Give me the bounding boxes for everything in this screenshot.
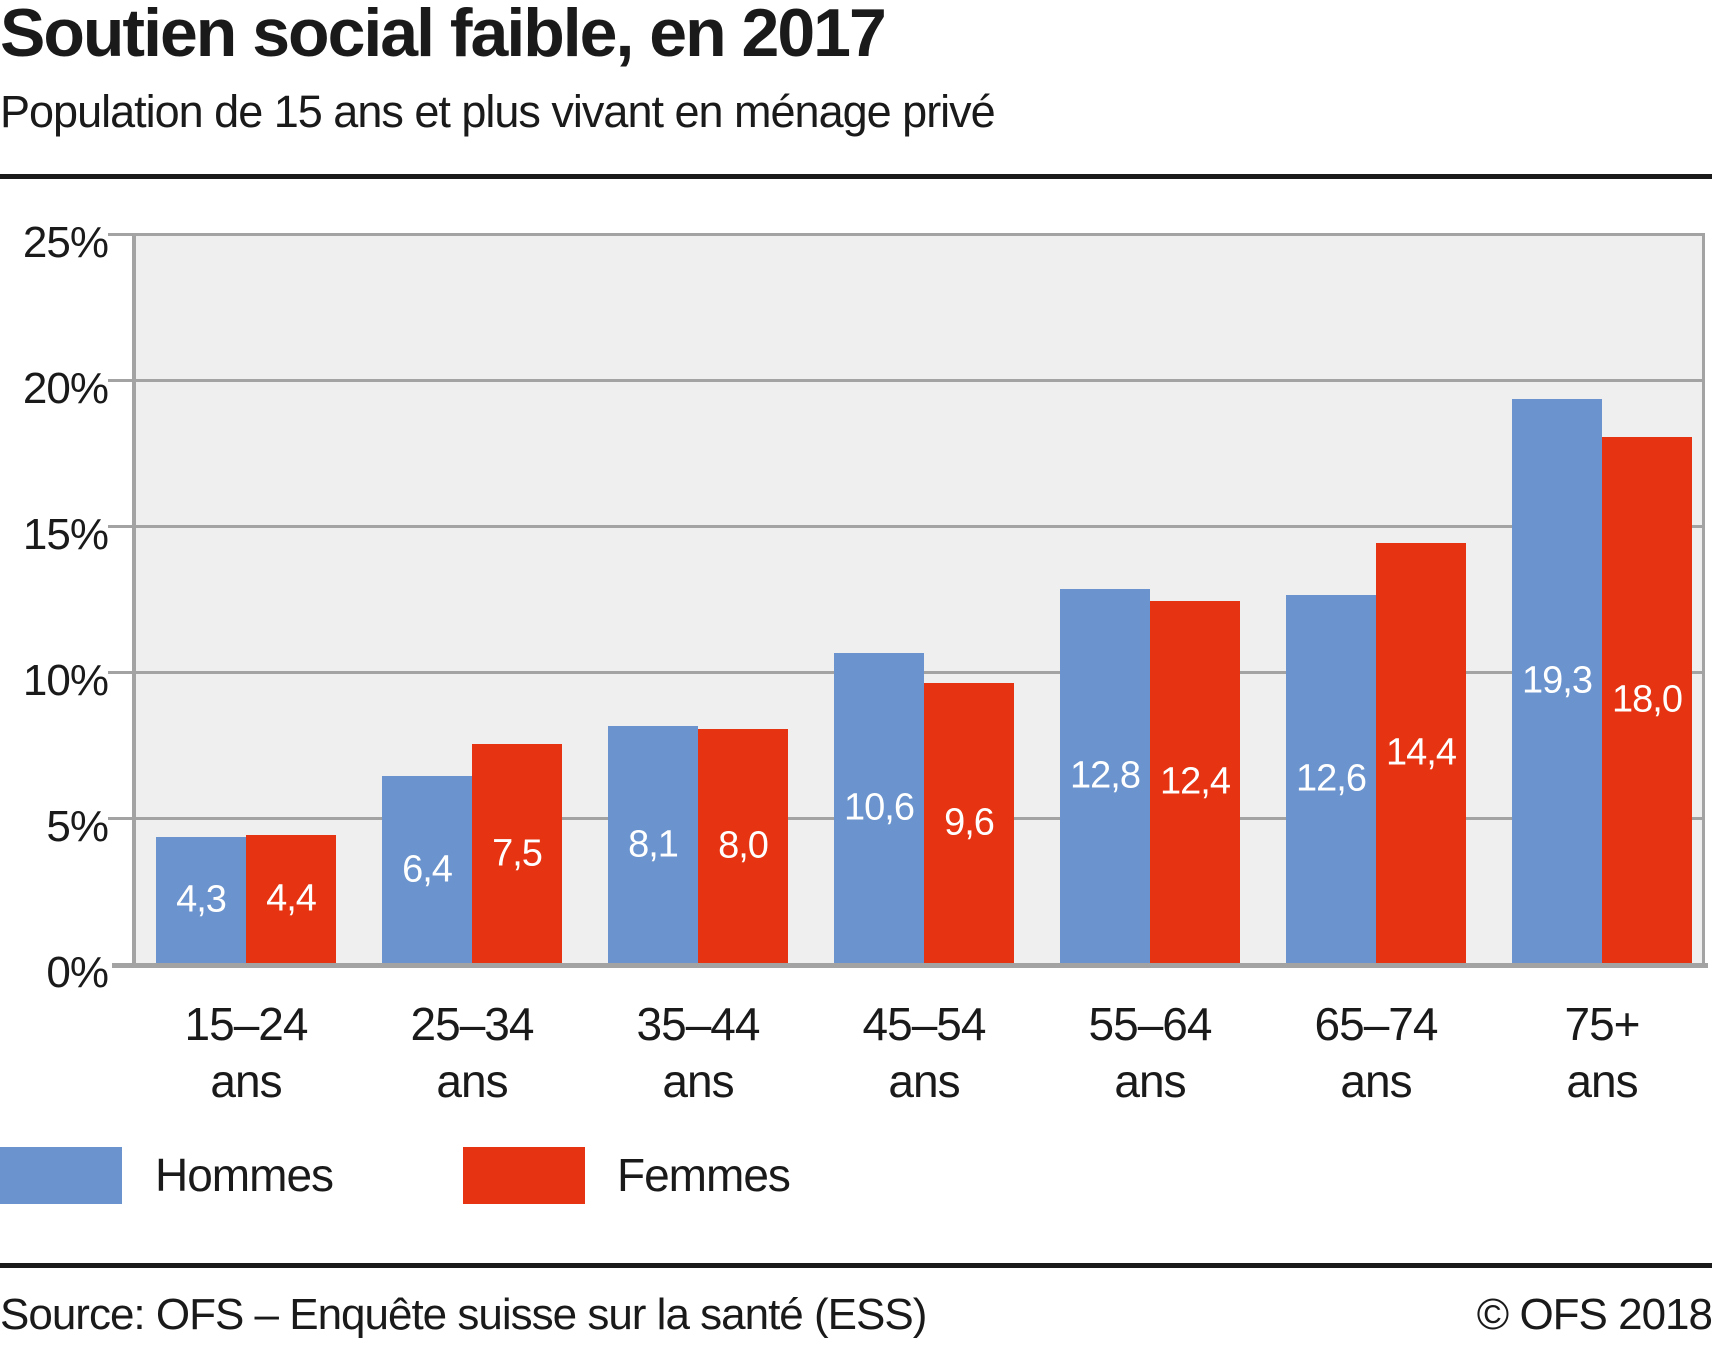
bar-value-label: 8,1 [628, 823, 679, 865]
bar-value-label: 12,6 [1296, 757, 1367, 800]
bar-value-label: 4,4 [266, 877, 317, 920]
x-axis-label-range: 45–54 [862, 998, 987, 1050]
x-axis-label-45–54: 45–54 ans [811, 996, 1037, 1110]
legend-swatch-hommes [0, 1147, 122, 1204]
bar-femmes-25–34: 7,5 [472, 744, 562, 963]
y-axis-label-25: 25% [22, 218, 109, 267]
y-axis-label-5: 5% [46, 802, 109, 851]
x-axis-label-25–34: 25–34 ans [359, 996, 585, 1110]
x-axis-label-75+: 75+ ans [1489, 996, 1712, 1110]
bar-value-label: 6,4 [402, 848, 453, 890]
bar-hommes-25–34: 6,4 [382, 776, 472, 963]
bar-femmes-65–74: 14,4 [1376, 543, 1466, 963]
gridline-25 [136, 233, 1705, 236]
bar-value-label: 12,8 [1070, 754, 1141, 797]
source-text: Source: OFS – Enquête suisse sur la sant… [0, 1290, 927, 1339]
bar-value-label: 8,0 [718, 824, 769, 867]
legend-swatch-femmes [463, 1147, 585, 1204]
bar-value-label: 18,0 [1612, 678, 1683, 721]
x-axis-label-range: 15–24 [184, 998, 309, 1050]
plot-area: 4,3 4,4 6,4 7,5 8,1 8,0 10,6 9,6 12,8 12,4 12,6 14,… [108, 233, 1708, 968]
gridline-15 [136, 525, 1705, 528]
x-axis-label-unit: ans [210, 1055, 282, 1107]
chart-area: 4,3 4,4 6,4 7,5 8,1 8,0 10,6 9,6 12,8 12,4 12,6 14,… [0, 221, 1712, 1113]
bar-hommes-65–74: 12,6 [1286, 595, 1376, 963]
bar-hommes-55–64: 12,8 [1060, 589, 1150, 963]
footer-divider [0, 1263, 1712, 1268]
gridline-20 [136, 379, 1705, 382]
bar-femmes-15–24: 4,4 [246, 835, 336, 963]
x-axis-label-range: 35–44 [636, 998, 761, 1050]
x-axis-label-unit: ans [662, 1055, 734, 1107]
bar-value-label: 4,3 [176, 878, 227, 921]
x-axis-label-35–44: 35–44 ans [585, 996, 811, 1110]
bar-hommes-45–54: 10,6 [834, 653, 924, 963]
bar-femmes-55–64: 12,4 [1150, 601, 1240, 963]
bar-value-label: 19,3 [1522, 659, 1593, 702]
y-tick-20 [108, 379, 136, 382]
x-axis-label-unit: ans [888, 1055, 960, 1107]
x-axis-label-range: 55–64 [1088, 998, 1213, 1050]
y-tick-10 [108, 671, 136, 674]
y-axis-label-0: 0% [46, 948, 109, 997]
y-axis-line [132, 233, 136, 968]
bar-value-label: 7,5 [492, 832, 543, 874]
x-axis-label-range: 75+ [1564, 998, 1640, 1050]
bar-value-label: 9,6 [944, 801, 995, 844]
x-axis-label-55–64: 55–64 ans [1037, 996, 1263, 1110]
x-axis-label-unit: ans [1566, 1055, 1638, 1107]
x-axis-label-15–24: 15–24 ans [133, 996, 359, 1110]
x-axis-label-unit: ans [1114, 1055, 1186, 1107]
copyright-text: © OFS 2018 [1476, 1290, 1712, 1339]
bar-hommes-35–44: 8,1 [608, 726, 698, 963]
x-axis-line [112, 963, 1708, 968]
y-tick-5 [108, 817, 136, 820]
legend-label-hommes: Hommes [155, 1149, 334, 1201]
bar-femmes-35–44: 8,0 [698, 729, 788, 963]
y-tick-25 [108, 233, 136, 236]
bar-hommes-75+: 19,3 [1512, 399, 1602, 963]
bar-value-label: 10,6 [844, 786, 915, 829]
plot-right-border [1702, 233, 1705, 968]
header-divider [0, 174, 1712, 179]
y-axis-label-20: 20% [22, 364, 109, 413]
x-axis-label-range: 65–74 [1314, 998, 1439, 1050]
y-axis-label-10: 10% [22, 656, 109, 705]
bar-femmes-45–54: 9,6 [924, 683, 1014, 963]
bar-femmes-75+: 18,0 [1602, 437, 1692, 963]
bar-hommes-15–24: 4,3 [156, 837, 246, 963]
y-axis-label-15: 15% [22, 510, 109, 559]
x-axis-label-range: 25–34 [410, 998, 535, 1050]
page-title: Soutien social faible, en 2017 [0, 0, 887, 71]
legend-label-femmes: Femmes [617, 1149, 791, 1201]
x-axis-label-unit: ans [1340, 1055, 1412, 1107]
bar-value-label: 14,4 [1386, 731, 1457, 774]
page-subtitle: Population de 15 ans et plus vivant en m… [0, 86, 996, 137]
y-tick-15 [108, 525, 136, 528]
x-axis-label-65–74: 65–74 ans [1263, 996, 1489, 1110]
bar-value-label: 12,4 [1160, 760, 1231, 803]
x-axis-label-unit: ans [436, 1055, 508, 1107]
